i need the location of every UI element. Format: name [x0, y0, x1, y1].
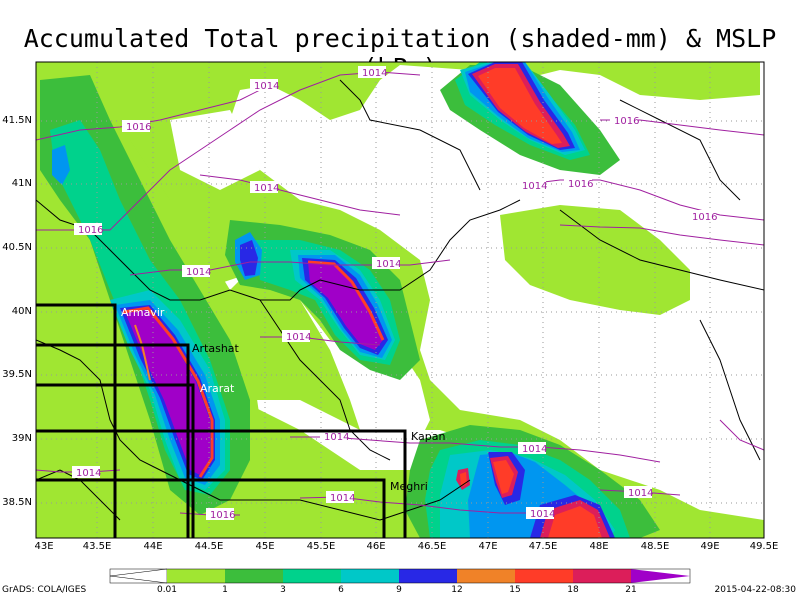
colorbar-label: 9 [396, 585, 402, 595]
colorbar-label: 1 [222, 585, 228, 595]
lon-label: 47E [478, 541, 498, 552]
isobar-label: 1014 [286, 332, 311, 343]
lon-label: 49E [700, 541, 720, 552]
lat-label: 38.5N [2, 497, 32, 508]
lon-label: 44.5E [194, 541, 224, 552]
colorbar-swatch [167, 569, 225, 583]
isobar-labels: 1014 1014 1016 1016 1014 1016 1016 1014 … [72, 66, 717, 521]
city-label-armavir: Armavir [121, 306, 165, 319]
city-label-kapan: Kapan [411, 430, 445, 443]
isobar-label: 1014 [362, 68, 387, 79]
isobar-label: 1014 [522, 444, 547, 455]
colorbar-swatch [225, 569, 283, 583]
lon-label: 46E [366, 541, 386, 552]
colorbar-swatch [457, 569, 515, 583]
isobar-label: 1016 [614, 116, 639, 127]
country-borders [36, 79, 764, 521]
colorbar-label: 18 [567, 585, 579, 595]
colorbar-swatch [573, 569, 631, 583]
colorbar [109, 568, 691, 584]
lon-label: 45E [255, 541, 275, 552]
colorbar-swatch [515, 569, 573, 583]
city-labels: Armavir Artashat Ararat Kapan Meghri [121, 306, 445, 493]
isobar-label: 1014 [324, 432, 349, 443]
isobar-label: 1014 [376, 259, 401, 270]
map-frame [35, 61, 765, 539]
colorbar-swatch [341, 569, 399, 583]
isobar-label: 1016 [692, 212, 717, 223]
region-boxes [36, 303, 407, 538]
isobar-label: 1014 [330, 493, 355, 504]
isobar-label: 1014 [628, 488, 653, 499]
colorbar-label: 15 [509, 585, 521, 595]
city-label-artashat: Artashat [192, 342, 240, 355]
city-label-meghri: Meghri [390, 480, 428, 493]
lat-label: 40.5N [2, 242, 32, 253]
lon-label: 48.5E [640, 541, 670, 552]
lat-label: 40N [11, 306, 32, 317]
lon-label: 47.5E [528, 541, 558, 552]
lat-label: 41.5N [2, 115, 32, 126]
precip-shading [36, 62, 764, 538]
isobar-label: 1014 [522, 181, 547, 192]
city-label-ararat: Ararat [200, 382, 235, 395]
footer-credit: GrADS: COLA/IGES [2, 585, 87, 595]
lon-label: 43.5E [82, 541, 112, 552]
colorbar-label: 6 [338, 585, 344, 595]
lon-label: 45.5E [306, 541, 336, 552]
isobar-label: 1016 [210, 510, 235, 521]
isobar-label: 1016 [126, 122, 151, 133]
colorbar-label: 0.01 [156, 585, 178, 595]
isobar-label: 1014 [76, 468, 101, 479]
colorbar-arrow-right [631, 569, 690, 583]
isobar-label: 1014 [530, 509, 555, 520]
lon-label: 43E [34, 541, 54, 552]
isobar-label: 1014 [186, 267, 211, 278]
colorbar-label: 3 [280, 585, 286, 595]
isobar-label: 1016 [568, 179, 593, 190]
colorbar-arrow-left [109, 568, 168, 584]
colorbar-swatch [399, 569, 457, 583]
lon-label: 46.5E [417, 541, 447, 552]
isobar-label: 1014 [254, 183, 279, 194]
isobar-label: 1014 [254, 81, 279, 92]
colorbar-label: 12 [451, 585, 463, 595]
colorbar-label: 21 [625, 585, 637, 595]
lon-label: 48E [589, 541, 609, 552]
lat-label: 41N [11, 178, 32, 189]
lon-label: 49.5E [749, 541, 779, 552]
colorbar-swatch [283, 569, 341, 583]
lon-label: 44E [143, 541, 163, 552]
lat-label: 39N [11, 433, 32, 444]
footer-timestamp: 2015-04-22-08:30 [714, 585, 797, 595]
lat-label: 39.5N [2, 369, 32, 380]
isobar-label: 1016 [78, 225, 103, 236]
